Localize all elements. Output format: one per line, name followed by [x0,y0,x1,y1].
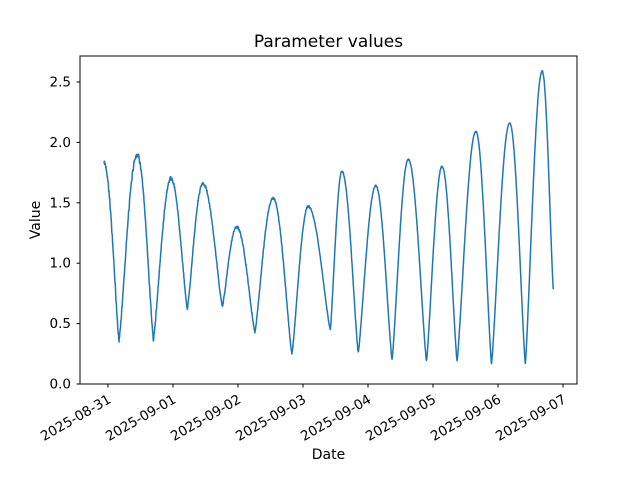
y-tick-label: 1.0 [50,256,71,272]
x-tick-label: 2025-09-06 [428,392,504,445]
y-tick-label: 1.5 [50,195,71,211]
series-line [103,70,555,365]
plot-border [79,55,578,385]
y-axis-label: Value [28,200,44,240]
x-tick-label: 2025-09-03 [233,392,309,445]
x-tick-label: 2025-08-31 [38,392,114,445]
y-tick-label: 0.5 [50,316,71,332]
y-tick-label: 2.0 [50,135,71,151]
x-tick-label: 2025-09-02 [168,392,244,445]
x-tick-label: 2025-09-04 [298,392,374,445]
x-axis-label: Date [311,447,346,463]
y-tick-label: 2.5 [50,74,71,90]
x-tick-label: 2025-09-05 [363,392,439,445]
chart-title: Parameter values [253,32,404,52]
x-tick-label: 2025-09-07 [493,392,569,445]
x-tick-label: 2025-09-01 [103,392,179,445]
y-tick-label: 0.0 [50,377,71,393]
